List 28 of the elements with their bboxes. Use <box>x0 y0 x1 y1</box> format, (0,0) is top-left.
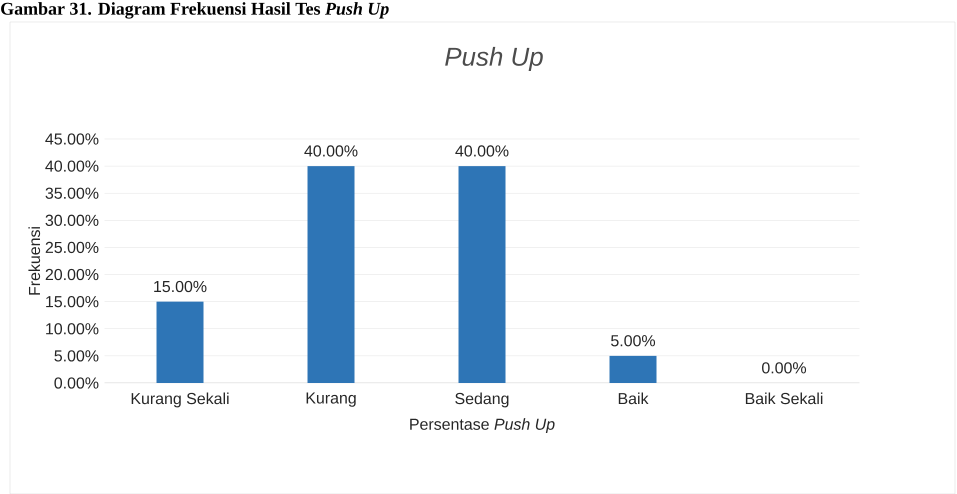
data-label: 0.00% <box>762 362 806 374</box>
y-tick-label: 30.00% <box>46 214 98 226</box>
x-tick-label: Baik Sekali <box>746 392 822 404</box>
x-tick-label: Baik <box>618 392 649 404</box>
y-axis-title: Frekuensi <box>28 227 40 295</box>
x-axis-title: Persentase Push Up <box>410 418 555 434</box>
y-tick-label: 25.00% <box>46 242 98 254</box>
bar <box>156 302 204 383</box>
data-label: 40.00% <box>455 145 508 157</box>
data-label: 40.00% <box>304 145 358 157</box>
y-tick-label: 20.00% <box>46 268 98 280</box>
y-tick-label: 5.00% <box>54 350 98 362</box>
chart-title: Push Up <box>445 46 543 72</box>
data-label: 15.00% <box>154 280 206 292</box>
y-tick-label: 40.00% <box>45 160 98 172</box>
y-tick-label: 10.00% <box>46 323 98 334</box>
data-label: 5.00% <box>611 335 656 346</box>
y-tick-label: 0.00% <box>54 377 98 389</box>
x-tick-label: Kurang <box>306 392 356 407</box>
x-tick-label: Kurang Sekali <box>132 392 229 408</box>
bar <box>610 356 657 383</box>
y-tick-label: 45.00% <box>45 133 98 145</box>
bar <box>308 166 355 383</box>
bar <box>458 166 506 383</box>
x-tick-label: Sedang <box>455 392 508 408</box>
y-tick-label: 15.00% <box>46 296 98 308</box>
y-tick-label: 35.00% <box>46 188 98 199</box>
text: Gambar 31. Diagram Frekuensi Hasil Tes Push Up <box>1 2 389 19</box>
